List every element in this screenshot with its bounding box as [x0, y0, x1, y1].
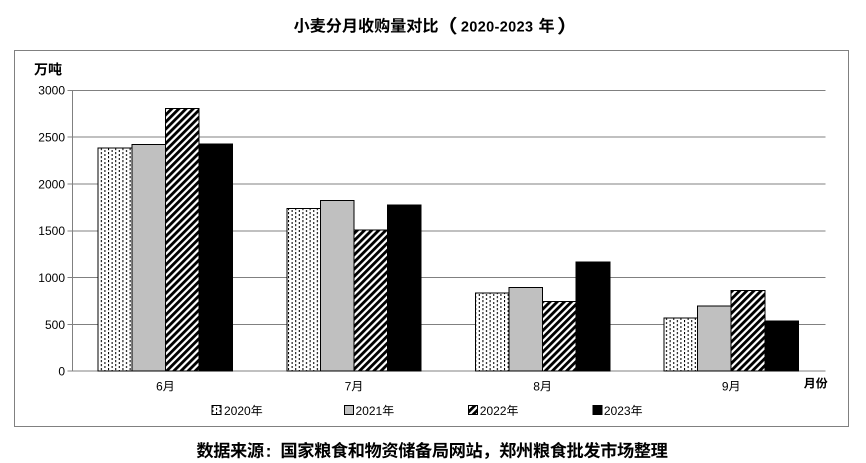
svg-text:2500: 2500: [38, 131, 65, 145]
svg-text:1000: 1000: [38, 271, 65, 285]
svg-text:1500: 1500: [38, 224, 65, 238]
svg-text:0: 0: [58, 365, 65, 379]
svg-text:3000: 3000: [38, 84, 65, 98]
svg-text:2000: 2000: [38, 177, 65, 191]
svg-text:500: 500: [45, 318, 65, 332]
